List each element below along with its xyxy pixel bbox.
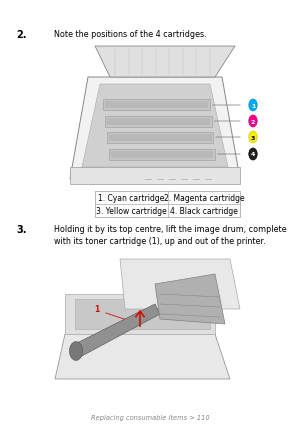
Polygon shape: [70, 78, 240, 180]
Text: 4: 4: [251, 152, 255, 157]
Circle shape: [249, 100, 257, 112]
Text: Replacing consumable items > 110: Replacing consumable items > 110: [91, 414, 209, 420]
Text: 1: 1: [94, 305, 100, 314]
Text: Note the positions of the 4 cartridges.: Note the positions of the 4 cartridges.: [54, 30, 207, 39]
Text: 1. Cyan cartridge: 1. Cyan cartridge: [98, 193, 165, 202]
Text: Holding it by its top centre, lift the image drum, complete
with its toner cartr: Holding it by its top centre, lift the i…: [54, 225, 286, 246]
Polygon shape: [65, 294, 215, 334]
Polygon shape: [105, 102, 208, 109]
Text: 3: 3: [251, 135, 255, 140]
Circle shape: [69, 342, 82, 360]
Polygon shape: [107, 132, 213, 144]
Text: 3.: 3.: [16, 225, 26, 234]
Polygon shape: [55, 334, 230, 379]
Text: 4. Black cartridge: 4. Black cartridge: [170, 207, 238, 216]
Polygon shape: [75, 304, 160, 357]
Polygon shape: [103, 100, 210, 111]
Text: 2: 2: [251, 119, 255, 124]
Polygon shape: [105, 117, 212, 128]
Bar: [95, 192, 240, 218]
Polygon shape: [109, 135, 212, 142]
Polygon shape: [155, 274, 225, 324]
Polygon shape: [120, 259, 240, 309]
Polygon shape: [75, 299, 210, 329]
Circle shape: [249, 116, 257, 128]
Polygon shape: [109, 150, 215, 161]
FancyArrowPatch shape: [136, 311, 144, 326]
Text: 2. Magenta cartridge: 2. Magenta cartridge: [164, 193, 244, 202]
Text: 2.: 2.: [16, 30, 26, 40]
Polygon shape: [82, 85, 228, 167]
Polygon shape: [95, 47, 235, 78]
Text: 1: 1: [251, 103, 255, 108]
Text: 3. Yellow cartridge: 3. Yellow cartridge: [96, 207, 167, 216]
Circle shape: [249, 132, 257, 144]
Polygon shape: [107, 119, 210, 126]
Polygon shape: [70, 167, 240, 184]
Circle shape: [249, 149, 257, 161]
Polygon shape: [111, 152, 213, 158]
